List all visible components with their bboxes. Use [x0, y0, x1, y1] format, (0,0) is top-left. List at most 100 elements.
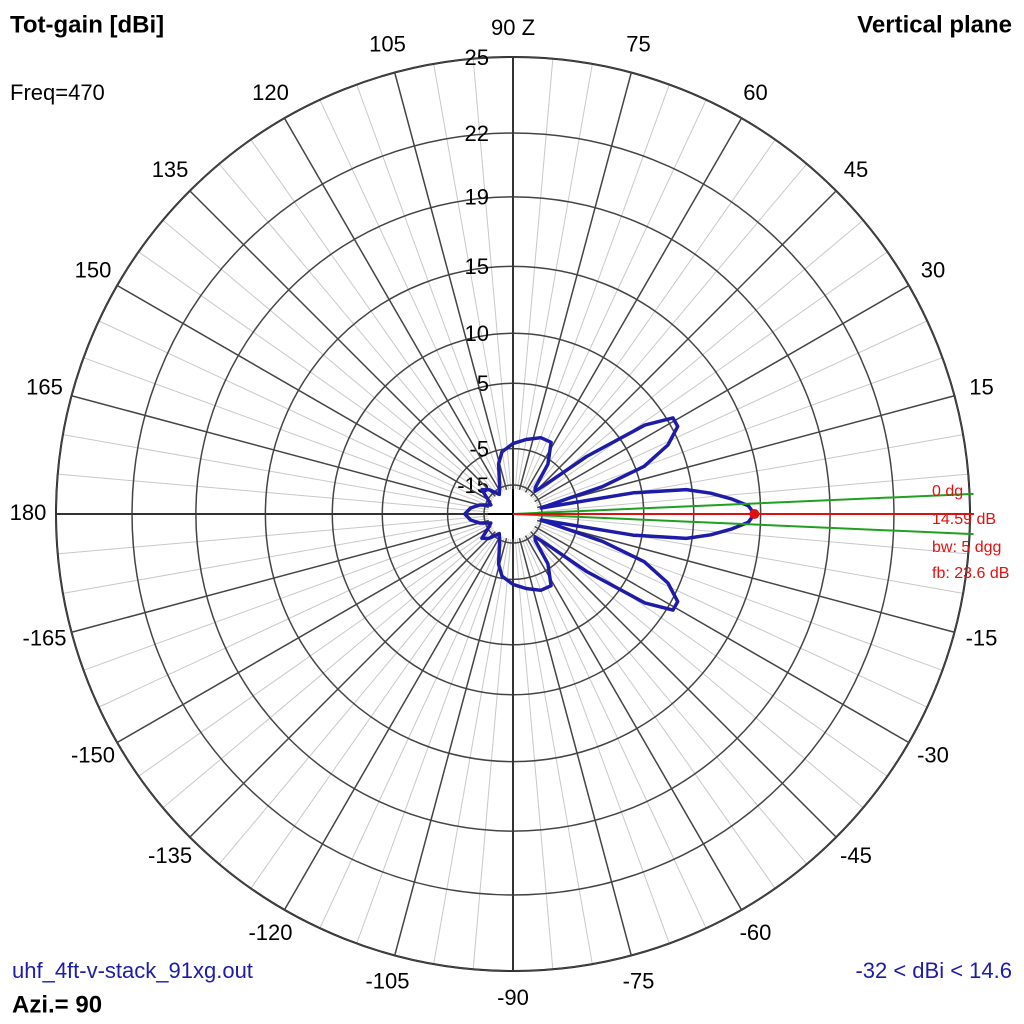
minor-spoke — [98, 320, 491, 504]
minor-spoke — [433, 63, 510, 490]
theta-tick-label: 15 — [969, 374, 993, 399]
minor-spoke — [57, 515, 489, 555]
beamwidth-line — [512, 513, 974, 536]
minor-spoke — [514, 538, 554, 970]
minor-spoke — [531, 529, 864, 809]
minor-spoke — [472, 538, 512, 970]
theta-tick-label: -150 — [71, 742, 115, 767]
theta-tick-label: 30 — [921, 257, 945, 282]
spoke — [283, 535, 502, 911]
chart-title: Tot-gain [dBi] — [10, 11, 164, 38]
r-tick-label: 19 — [465, 185, 489, 210]
minor-spoke — [356, 84, 505, 491]
minor-spoke — [62, 434, 489, 511]
minor-spoke — [516, 63, 593, 490]
minor-spoke — [356, 537, 505, 944]
spoke — [524, 535, 743, 911]
r-tick-label: 10 — [465, 321, 489, 346]
marker-label: 0 dg — [932, 483, 963, 500]
spoke — [189, 190, 496, 497]
theta-tick-label: 120 — [252, 80, 289, 105]
azimuth-label: Azi.= 90 — [12, 991, 102, 1018]
pattern-line — [463, 416, 757, 612]
theta-tick-label: 60 — [743, 80, 767, 105]
minor-spoke — [162, 529, 495, 809]
theta-tick-label: -135 — [148, 843, 192, 868]
minor-spoke — [138, 251, 493, 501]
minor-spoke — [83, 357, 490, 506]
theta-tick-label: -90 — [497, 985, 529, 1010]
minor-spoke — [62, 517, 489, 594]
beamwidth-line — [512, 492, 974, 515]
minor-spoke — [521, 84, 670, 491]
spoke — [283, 117, 502, 493]
theta-tick-label: -120 — [248, 920, 292, 945]
minor-spoke — [250, 139, 500, 494]
minor-spoke — [523, 536, 707, 929]
spoke — [530, 531, 837, 838]
marker-dot — [749, 509, 760, 519]
file-name: uhf_4ft-v-stack_91xg.out — [12, 958, 253, 983]
minor-spoke — [218, 163, 498, 496]
spoke — [518, 72, 633, 491]
theta-tick-label: -30 — [917, 742, 949, 767]
minor-spoke — [528, 532, 808, 865]
minor-spoke — [526, 139, 776, 494]
spoke — [116, 284, 492, 503]
theta-tick-label: 105 — [369, 31, 406, 56]
minor-spoke — [162, 219, 495, 499]
theta-tick-label: 90 Z — [491, 15, 535, 40]
minor-spoke — [514, 58, 554, 490]
minor-spoke — [516, 538, 593, 965]
frequency-label: Freq=470 — [10, 80, 105, 105]
r-tick-label: -5 — [469, 436, 489, 461]
spoke — [524, 117, 743, 493]
minor-spoke — [536, 522, 943, 671]
minor-spoke — [472, 58, 512, 490]
minor-spoke — [536, 357, 943, 506]
spoke — [71, 394, 490, 509]
minor-spoke — [521, 537, 670, 944]
minor-spoke — [319, 99, 503, 492]
spoke — [393, 72, 508, 491]
theta-tick-label: -165 — [23, 625, 67, 650]
theta-tick-label: 165 — [26, 374, 63, 399]
theta-tick-label: 75 — [626, 31, 650, 56]
spoke — [393, 537, 508, 956]
minor-spoke — [535, 320, 928, 504]
theta-tick-label: -45 — [840, 843, 872, 868]
spoke — [518, 537, 633, 956]
spoke — [534, 525, 910, 744]
spoke — [530, 190, 837, 497]
spoke — [536, 519, 955, 634]
minor-spoke — [537, 515, 969, 555]
minor-spoke — [250, 534, 500, 889]
spoke — [189, 531, 496, 838]
spoke — [534, 284, 910, 503]
minor-spoke — [533, 527, 888, 777]
minor-spoke — [537, 473, 969, 513]
theta-tick-label: -75 — [623, 968, 655, 993]
theta-tick-label: 150 — [75, 257, 112, 282]
minor-spoke — [57, 473, 489, 513]
marker-label: bw: 5 dgg — [932, 539, 1001, 556]
minor-spoke — [528, 163, 808, 496]
r-tick-label: 22 — [465, 121, 489, 146]
theta-tick-label: 180 — [10, 500, 47, 525]
minor-spoke — [98, 524, 491, 708]
minor-spoke — [433, 538, 510, 965]
minor-spoke — [523, 99, 707, 492]
minor-spoke — [535, 524, 928, 708]
chart-subtitle: Vertical plane — [857, 11, 1012, 38]
marker-label: 14.59 dB — [932, 511, 996, 528]
minor-spoke — [531, 219, 864, 499]
r-tick-label: 25 — [465, 45, 489, 70]
marker-label: fb: 23.6 dB — [932, 565, 1009, 582]
r-tick-label: 15 — [465, 254, 489, 279]
minor-spoke — [138, 527, 493, 777]
minor-spoke — [218, 532, 498, 865]
theta-tick-label: -15 — [966, 625, 998, 650]
theta-tick-label: -60 — [740, 920, 772, 945]
grid: 25 22 19 15 105 -5 -15 -165 -150 -135 -120 -105 -90 -… — [10, 15, 998, 1010]
